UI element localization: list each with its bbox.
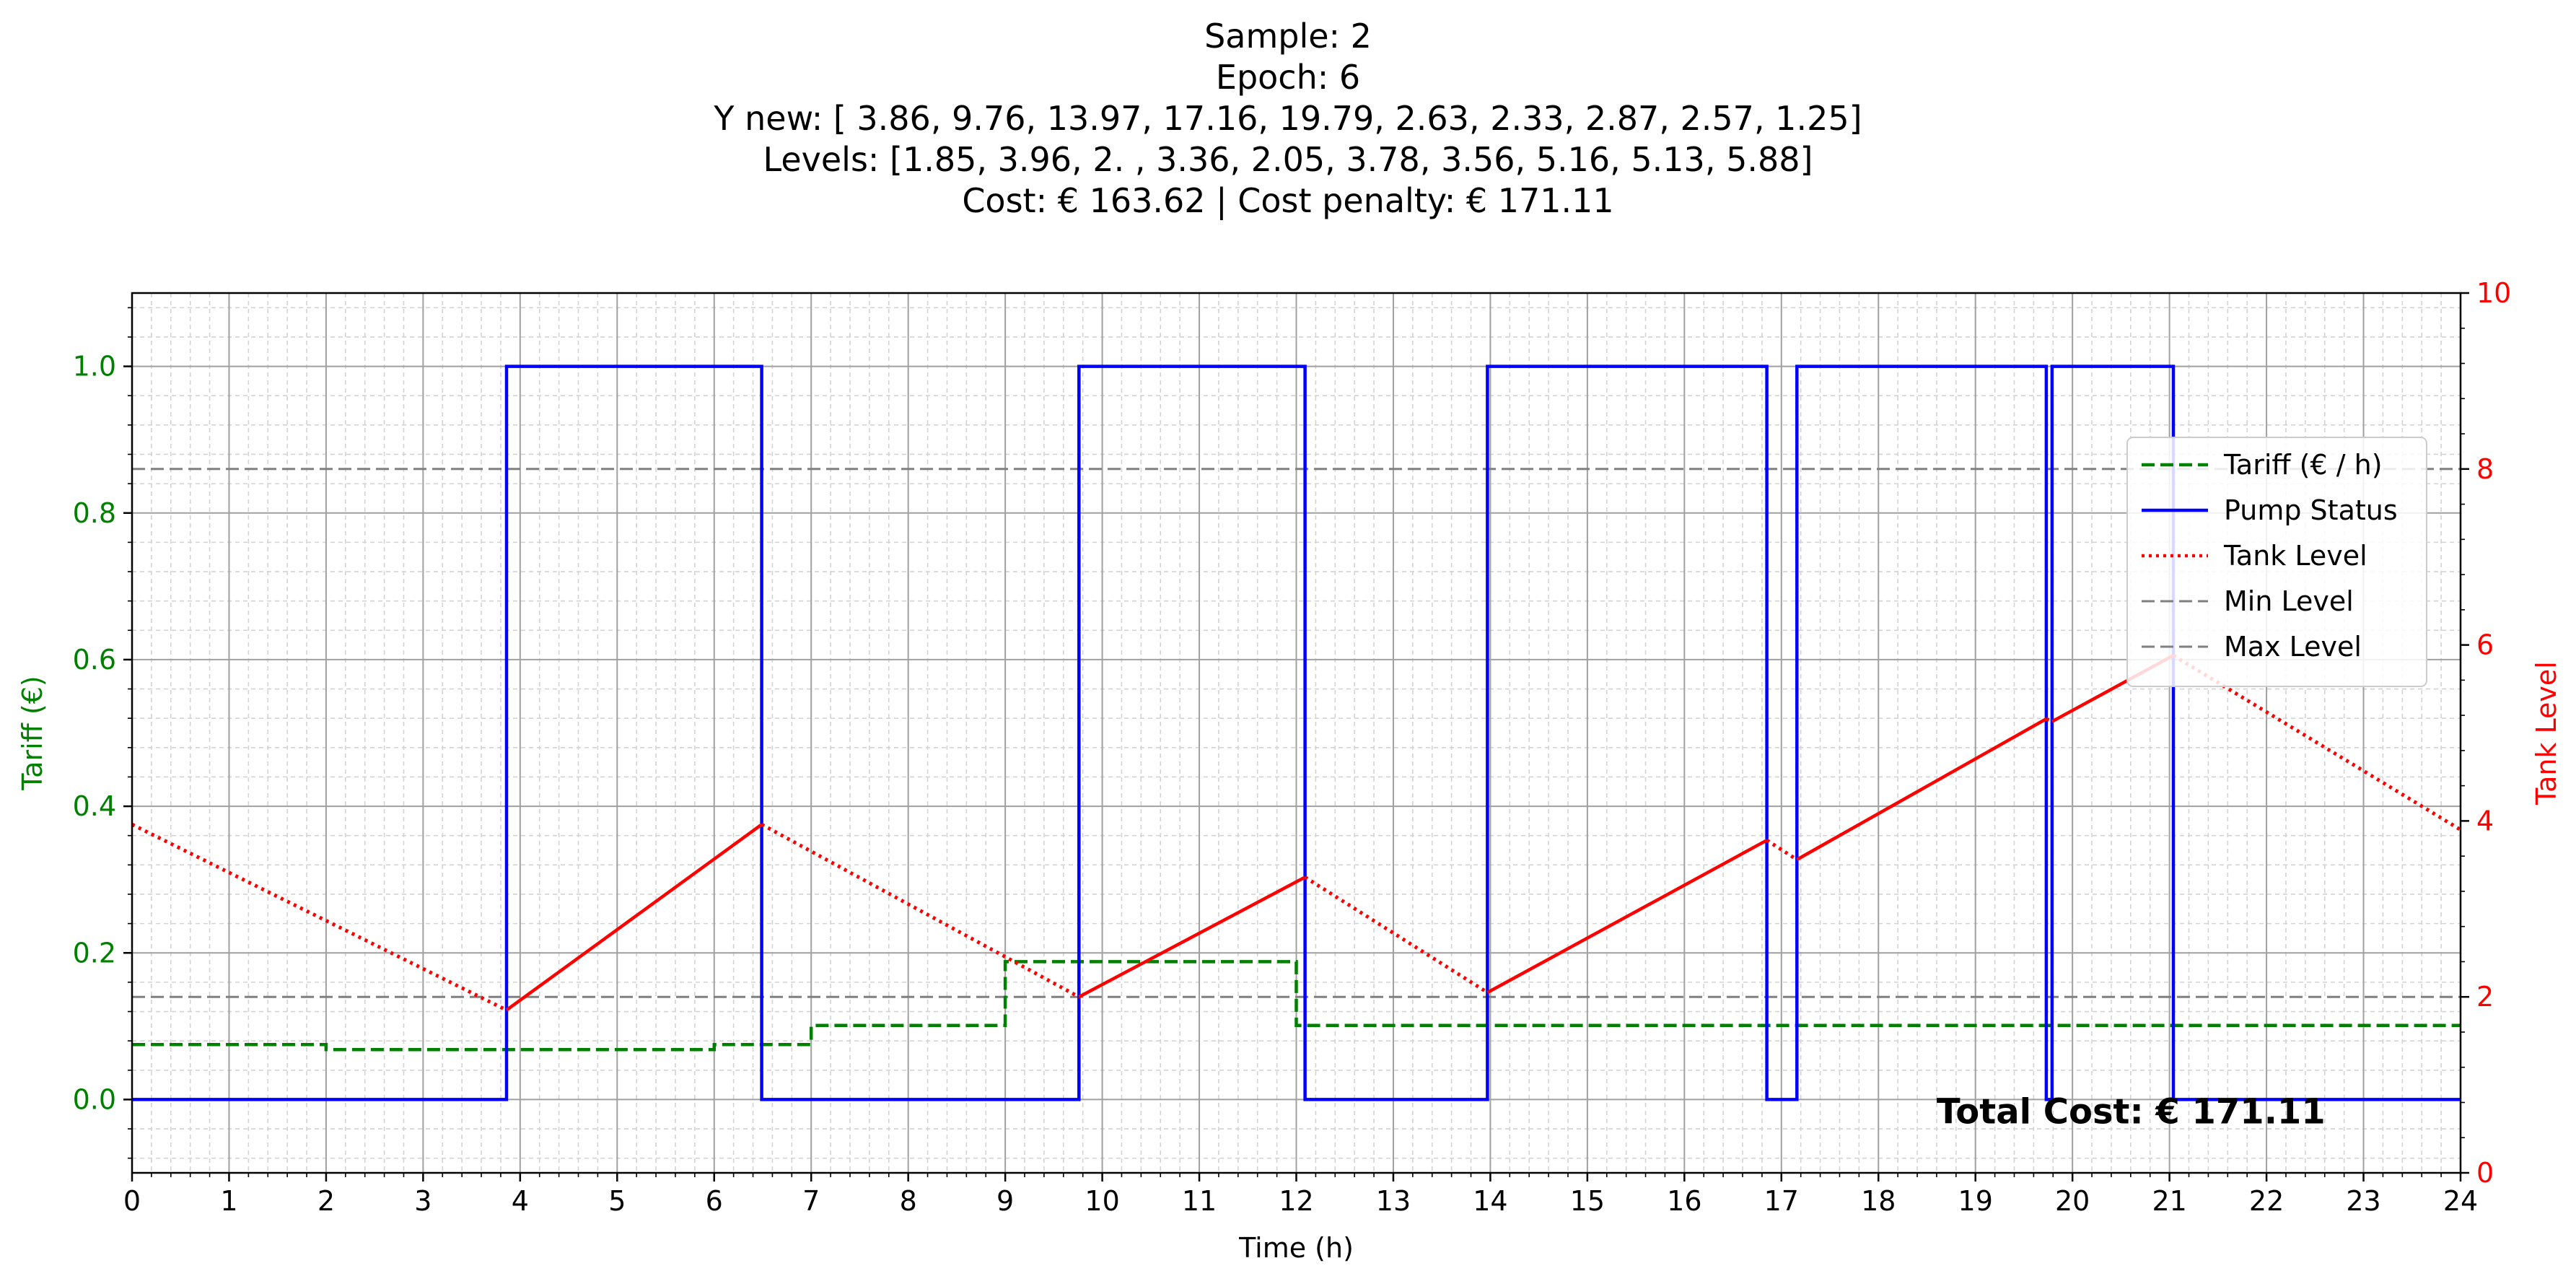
major-grid (131, 293, 2461, 1173)
y2-tick-label: 0 (2476, 1157, 2494, 1189)
x-tick-label: 10 (1085, 1185, 1119, 1217)
x-tick-label: 12 (1279, 1185, 1313, 1217)
x-tick-label: 20 (2055, 1185, 2090, 1217)
y-axis-label: Tariff (€) (17, 676, 48, 790)
x-tick-label: 22 (2249, 1185, 2284, 1217)
title-line-5: Cost: € 163.62 | Cost penalty: € 171.11 (962, 181, 1613, 221)
legend-label: Min Level (2224, 585, 2354, 617)
y2-axis-label: Tank Level (2531, 661, 2562, 805)
tank-level-segment-4 (1078, 875, 1306, 999)
title-line-3: Y new: [ 3.86, 9.76, 13.97, 17.16, 19.79… (713, 99, 1862, 138)
x-tick-label: 4 (512, 1185, 529, 1217)
y-tick-label: 1.0 (73, 351, 116, 383)
total-cost-annotation: Total Cost: € 171.11 (1937, 1092, 2326, 1132)
title-line-2: Epoch: 6 (1216, 58, 1360, 97)
tank-level-segment-9 (2045, 717, 2053, 723)
y2-tick-label: 10 (2476, 277, 2511, 309)
x-tick-label: 8 (900, 1185, 917, 1217)
x-tick-label: 19 (1958, 1185, 1993, 1217)
y-tick-label: 0.6 (73, 644, 116, 676)
x-tick-label: 16 (1667, 1185, 1701, 1217)
y2-tick-label: 6 (2476, 629, 2494, 661)
y2-tick-label: 4 (2476, 805, 2494, 837)
tank-level-segment-3 (761, 823, 1080, 999)
tank-level-segment-1 (131, 823, 508, 1012)
tank-level-segment-2 (505, 823, 763, 1012)
x-tick-label: 3 (414, 1185, 431, 1217)
tank-level-segment-8 (1796, 717, 2048, 861)
title-line-1: Sample: 2 (1204, 17, 1372, 56)
y2-tick-label: 8 (2476, 453, 2494, 485)
x-tick-label: 7 (802, 1185, 820, 1217)
x-tick-label: 1 (220, 1185, 237, 1217)
axis-ticks: 0 1 2 3 4 5 6 7 8 9 10 11 12 13 14 15 16 17 18 19 20 21 22 23 24… (73, 277, 2512, 1217)
legend-label: Max Level (2224, 631, 2362, 663)
series-group (131, 364, 2462, 1101)
x-tick-label: 14 (1473, 1185, 1507, 1217)
pump-status-line (132, 364, 2461, 1101)
x-tick-label: 0 (123, 1185, 141, 1217)
x-tick-label: 2 (317, 1185, 335, 1217)
legend-box (2126, 437, 2427, 687)
legend-label: Tariff (€ / h) (2223, 449, 2383, 481)
x-tick-label: 21 (2152, 1185, 2186, 1217)
x-tick-label: 13 (1376, 1185, 1411, 1217)
y2-tick-label: 2 (2476, 981, 2494, 1013)
tank-level-segment-11 (2172, 654, 2462, 831)
y-tick-label: 0.4 (73, 790, 116, 822)
x-tick-label: 17 (1764, 1185, 1799, 1217)
legend: Tariff (€ / h) Pump Status Tank Level Min L… (2126, 437, 2427, 687)
y-tick-label: 0.8 (73, 497, 116, 529)
x-tick-label: 6 (706, 1185, 723, 1217)
tank-level-segment-7 (1766, 839, 1798, 862)
x-tick-label: 11 (1182, 1185, 1217, 1217)
tariff-line (132, 960, 2461, 1052)
title-line-4: Levels: [1.85, 3.96, 2. , 3.36, 2.05, 3.… (763, 140, 1813, 179)
x-axis-label: Time (h) (1238, 1232, 1354, 1264)
legend-label: Tank Level (2223, 540, 2367, 572)
y-tick-label: 0.2 (73, 937, 116, 969)
x-tick-label: 9 (996, 1185, 1014, 1217)
x-tick-label: 5 (608, 1185, 626, 1217)
x-tick-label: 23 (2346, 1185, 2380, 1217)
x-tick-label: 18 (1861, 1185, 1896, 1217)
tank-level-segment-6 (1486, 839, 1768, 995)
y-tick-label: 0.0 (73, 1083, 116, 1115)
x-tick-label: 15 (1570, 1185, 1605, 1217)
x-tick-label: 24 (2443, 1185, 2478, 1217)
legend-label: Pump Status (2224, 494, 2398, 526)
